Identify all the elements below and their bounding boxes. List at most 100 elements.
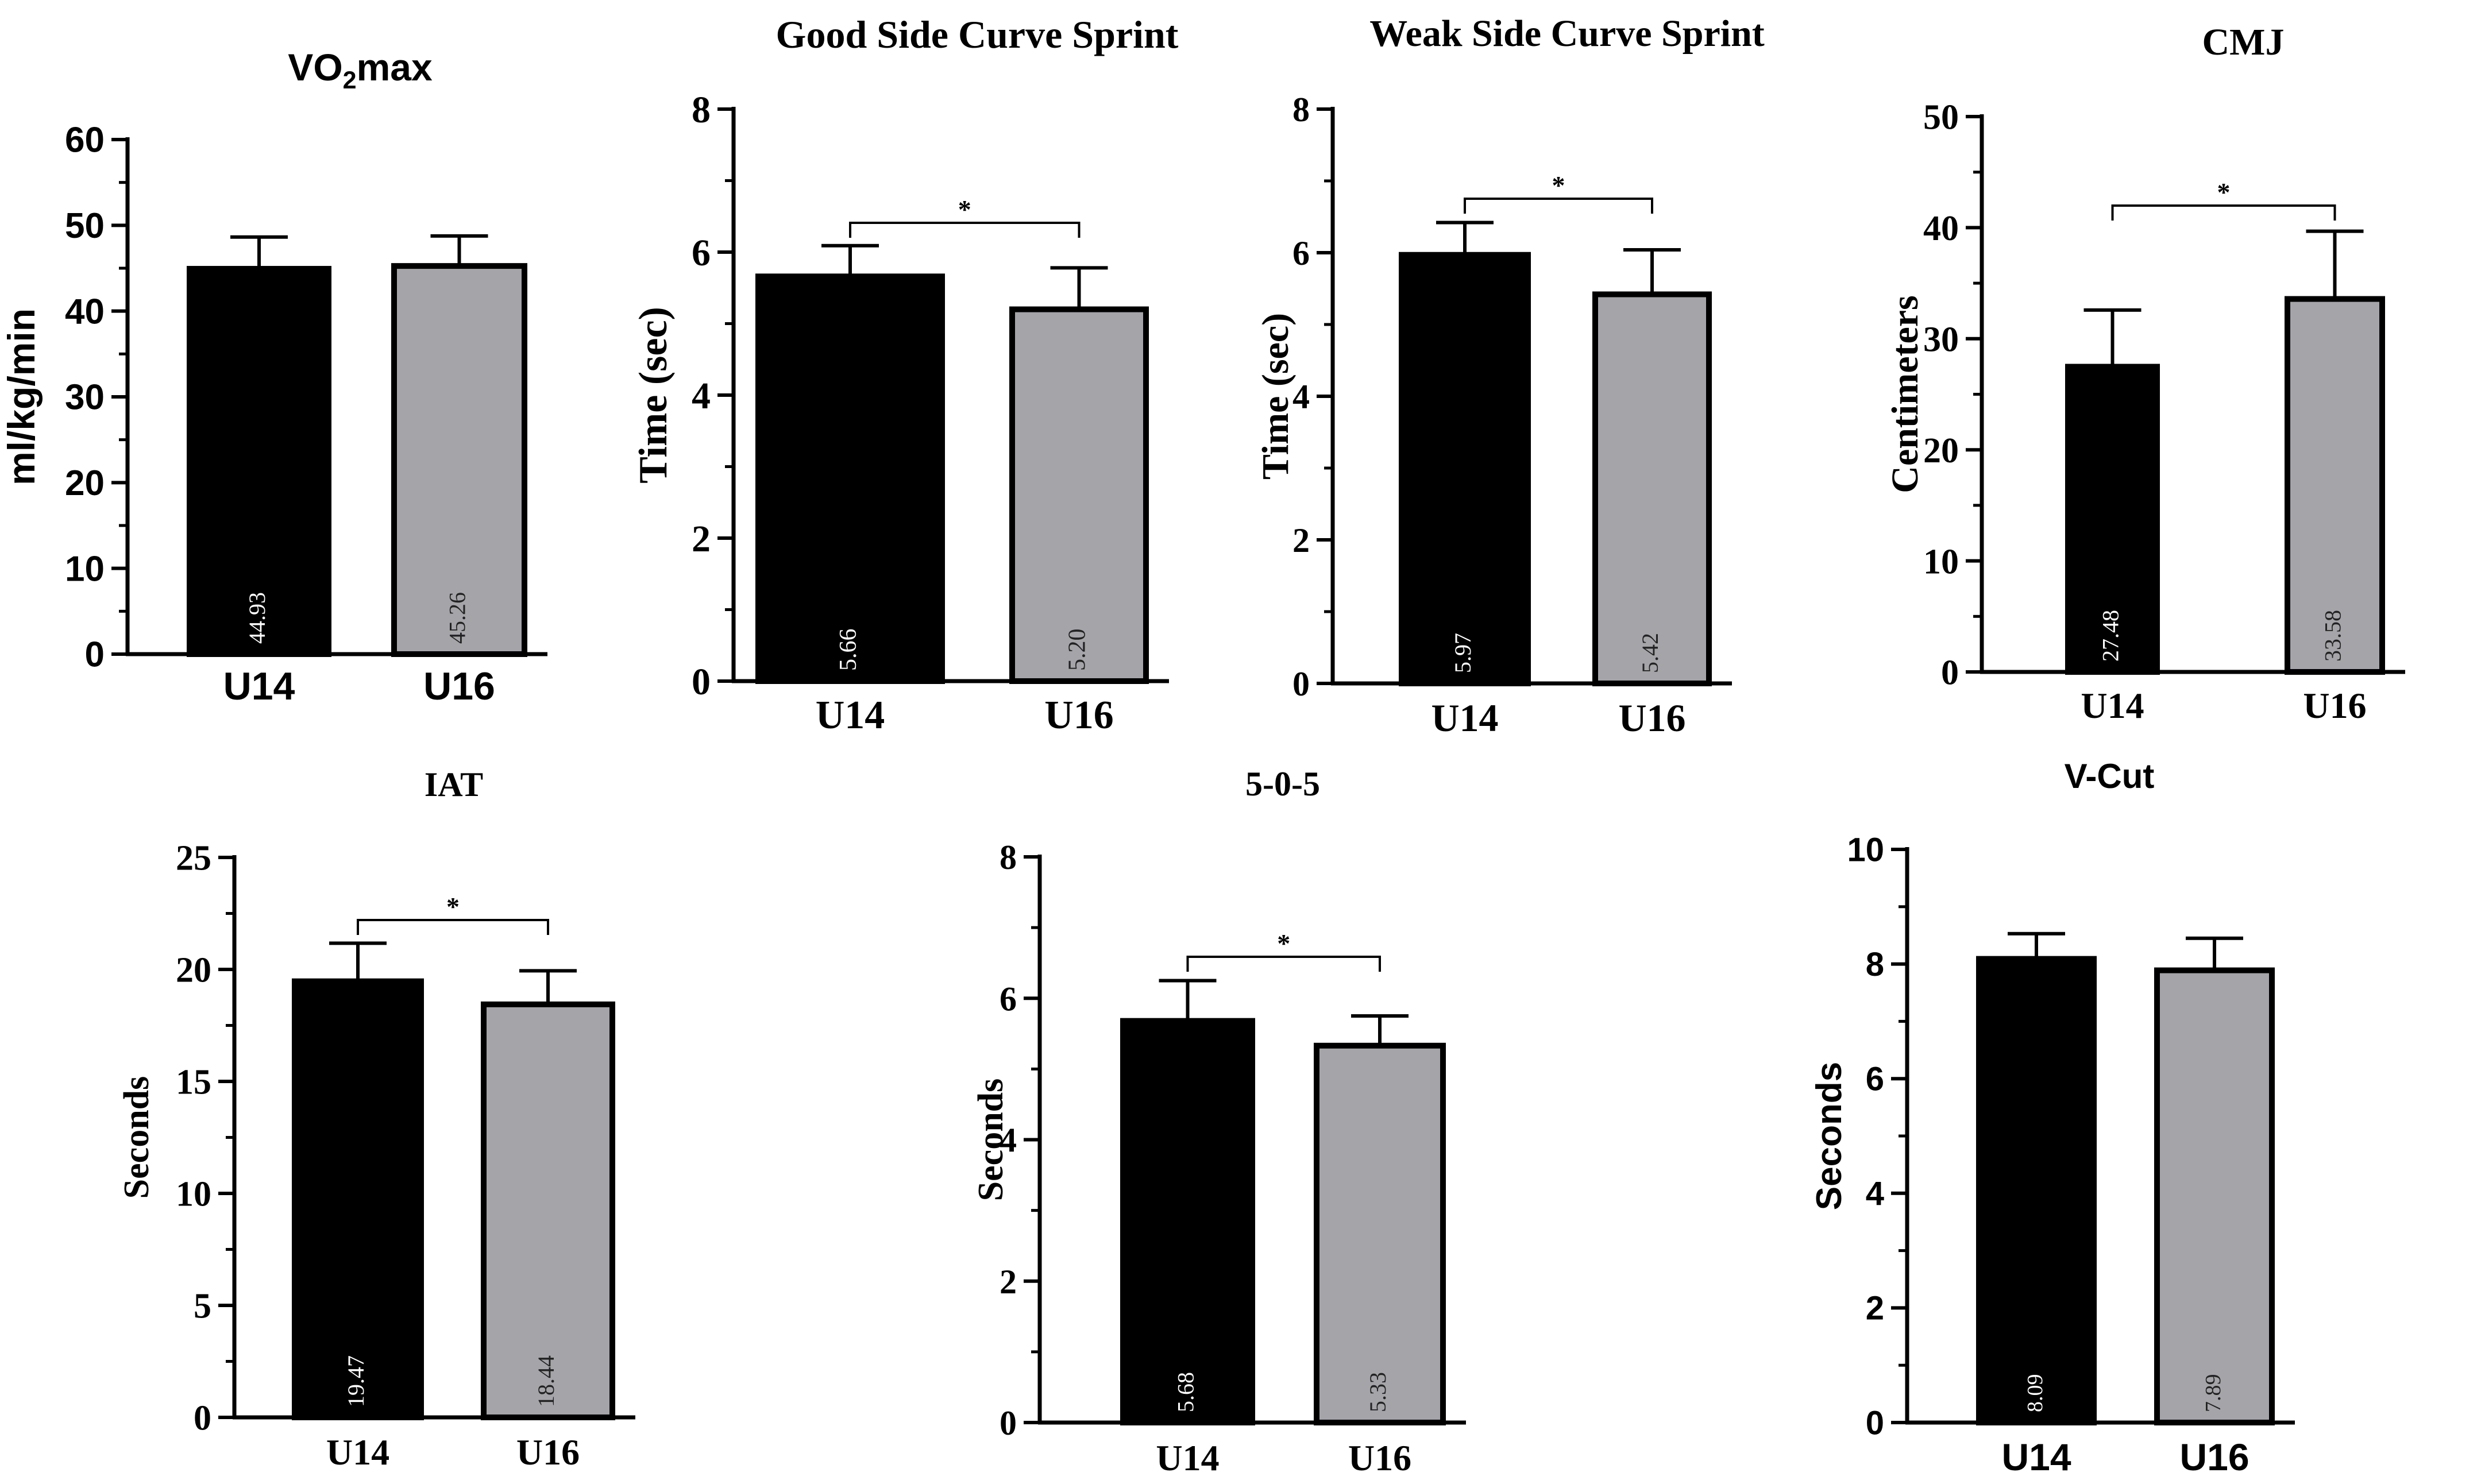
y-tick-label: 0 bbox=[1941, 654, 1959, 693]
x-category-label: U14 bbox=[326, 1432, 389, 1473]
y-tick-label: 10 bbox=[1847, 831, 1884, 868]
y-tick-label: 60 bbox=[65, 121, 105, 160]
chart-panel-1: VO2max ml/kg/min 0 10 20 30 40 50 60 44.93 U14 45.2… bbox=[0, 46, 547, 708]
y-tick-label: 50 bbox=[65, 206, 105, 246]
chart-title: CMJ bbox=[2202, 21, 2285, 63]
chart-panel-5: IAT Seconds 0 5 10 15 20 25 19.47 U14 18.44 U16 * bbox=[117, 766, 635, 1473]
y-tick-label: 30 bbox=[1923, 320, 1959, 360]
chart-panel-4: CMJ Centimeters 0 10 20 30 40 50 27.48 U14 33.58 U1… bbox=[1884, 21, 2405, 726]
bar-value-label: 18.44 bbox=[533, 1355, 559, 1407]
bar-value-label: 7.89 bbox=[2201, 1374, 2225, 1413]
y-tick-label: 10 bbox=[65, 549, 105, 589]
y-tick-label: 20 bbox=[176, 951, 211, 990]
y-tick-label: 5 bbox=[194, 1287, 211, 1326]
x-category-label: U16 bbox=[1618, 696, 1685, 740]
y-tick-label: 0 bbox=[692, 661, 711, 703]
y-tick-label: 6 bbox=[1000, 980, 1017, 1018]
y-tick-label: 40 bbox=[65, 292, 105, 331]
chart-title: IAT bbox=[425, 766, 483, 803]
y-tick-label: 2 bbox=[1000, 1263, 1017, 1301]
y-tick-label: 0 bbox=[85, 635, 105, 675]
x-category-label: U16 bbox=[516, 1432, 580, 1473]
y-tick-label: 50 bbox=[1923, 98, 1959, 137]
bar-u16 bbox=[1592, 291, 1712, 686]
y-tick-label: 25 bbox=[176, 839, 211, 878]
y-axis-label: Seconds bbox=[117, 1076, 156, 1199]
x-category-label: U16 bbox=[1348, 1437, 1411, 1478]
bar-value-label: 27.48 bbox=[2098, 610, 2124, 662]
significance-marker: * bbox=[2217, 177, 2231, 207]
significance-bracket bbox=[1186, 956, 1381, 972]
y-tick-label: 6 bbox=[692, 232, 711, 274]
chart-title: VO2max bbox=[288, 46, 433, 94]
y-tick-label: 4 bbox=[1292, 378, 1310, 416]
chart-panel-7: V-Cut Seconds 0 2 4 6 8 10 8.09 U14 7.89 U16 bbox=[1809, 757, 2295, 1478]
x-category-label: U14 bbox=[2001, 1436, 2071, 1478]
y-tick-label: 15 bbox=[176, 1063, 211, 1102]
chart-title: Weak Side Curve Sprint bbox=[1369, 13, 1765, 55]
y-tick-label: 8 bbox=[1292, 91, 1310, 129]
y-tick-label: 8 bbox=[1000, 838, 1017, 876]
y-tick-label: 10 bbox=[176, 1175, 211, 1214]
y-tick-label: 8 bbox=[692, 89, 711, 131]
bar-u16 bbox=[1009, 306, 1149, 684]
bar-value-label: 5.68 bbox=[1173, 1372, 1199, 1412]
bar-u14 bbox=[1399, 252, 1531, 686]
y-tick-label: 4 bbox=[1000, 1122, 1017, 1160]
x-category-label: U16 bbox=[2179, 1436, 2249, 1478]
bar-value-label: 44.93 bbox=[244, 592, 270, 644]
x-category-label: U14 bbox=[223, 664, 295, 708]
significance-bracket bbox=[1464, 198, 1653, 214]
y-tick-label: 0 bbox=[1000, 1404, 1017, 1442]
y-tick-label: 2 bbox=[1866, 1290, 1884, 1327]
bar-u16 bbox=[391, 263, 527, 658]
y-tick-label: 10 bbox=[1923, 542, 1959, 581]
y-axis-label: Centimeters bbox=[1884, 295, 1926, 493]
bar-value-label: 5.97 bbox=[1450, 633, 1476, 673]
bar-value-label: 8.09 bbox=[2023, 1374, 2047, 1413]
x-category-label: U14 bbox=[816, 693, 885, 737]
x-category-label: U14 bbox=[1431, 696, 1498, 740]
y-tick-label: 20 bbox=[1923, 431, 1959, 470]
x-category-label: U16 bbox=[1044, 693, 1114, 737]
bar-value-label: 45.26 bbox=[445, 592, 470, 644]
bar-value-label: 5.66 bbox=[835, 629, 862, 671]
bar-value-label: 5.42 bbox=[1637, 633, 1663, 673]
bar-value-label: 19.47 bbox=[343, 1355, 369, 1407]
chart-title: V-Cut bbox=[2065, 757, 2155, 795]
bar-u16 bbox=[2285, 296, 2385, 675]
y-tick-label: 2 bbox=[692, 518, 711, 560]
chart-title: Good Side Curve Sprint bbox=[776, 13, 1179, 56]
y-tick-label: 2 bbox=[1292, 521, 1310, 559]
y-axis-label: ml/kg/min bbox=[0, 308, 43, 485]
y-tick-label: 0 bbox=[194, 1399, 211, 1438]
y-tick-label: 0 bbox=[1292, 665, 1310, 703]
bar-value-label: 5.20 bbox=[1064, 629, 1091, 671]
significance-marker: * bbox=[446, 892, 460, 921]
y-axis-label: Time (sec) bbox=[631, 307, 676, 484]
bar-u16 bbox=[2154, 967, 2275, 1425]
significance-marker: * bbox=[958, 195, 971, 224]
x-category-label: U14 bbox=[1156, 1437, 1219, 1478]
significance-bracket bbox=[357, 919, 549, 935]
bar-u14 bbox=[1120, 1018, 1255, 1425]
significance-marker: * bbox=[1552, 171, 1565, 200]
bar-u14 bbox=[292, 978, 424, 1421]
x-category-label: U16 bbox=[2303, 685, 2366, 726]
y-tick-label: 20 bbox=[65, 463, 105, 503]
y-tick-label: 0 bbox=[1866, 1404, 1884, 1442]
y-axis-label: Seconds bbox=[971, 1079, 1010, 1201]
y-axis-label: Seconds bbox=[1809, 1062, 1849, 1210]
bar-u14 bbox=[755, 273, 945, 684]
significance-bracket bbox=[849, 222, 1081, 238]
bar-value-label: 33.58 bbox=[2320, 610, 2346, 662]
y-tick-label: 6 bbox=[1866, 1061, 1884, 1098]
significance-marker: * bbox=[1277, 929, 1290, 958]
y-tick-label: 6 bbox=[1292, 234, 1310, 272]
chart-panel-6: 5-0-5 Seconds 0 2 4 6 8 5.68 U14 5.33 U16 * bbox=[971, 765, 1466, 1478]
y-tick-label: 8 bbox=[1866, 946, 1884, 983]
y-tick-label: 4 bbox=[1866, 1175, 1884, 1212]
x-category-label: U14 bbox=[2081, 685, 2144, 726]
y-tick-label: 40 bbox=[1923, 209, 1959, 248]
